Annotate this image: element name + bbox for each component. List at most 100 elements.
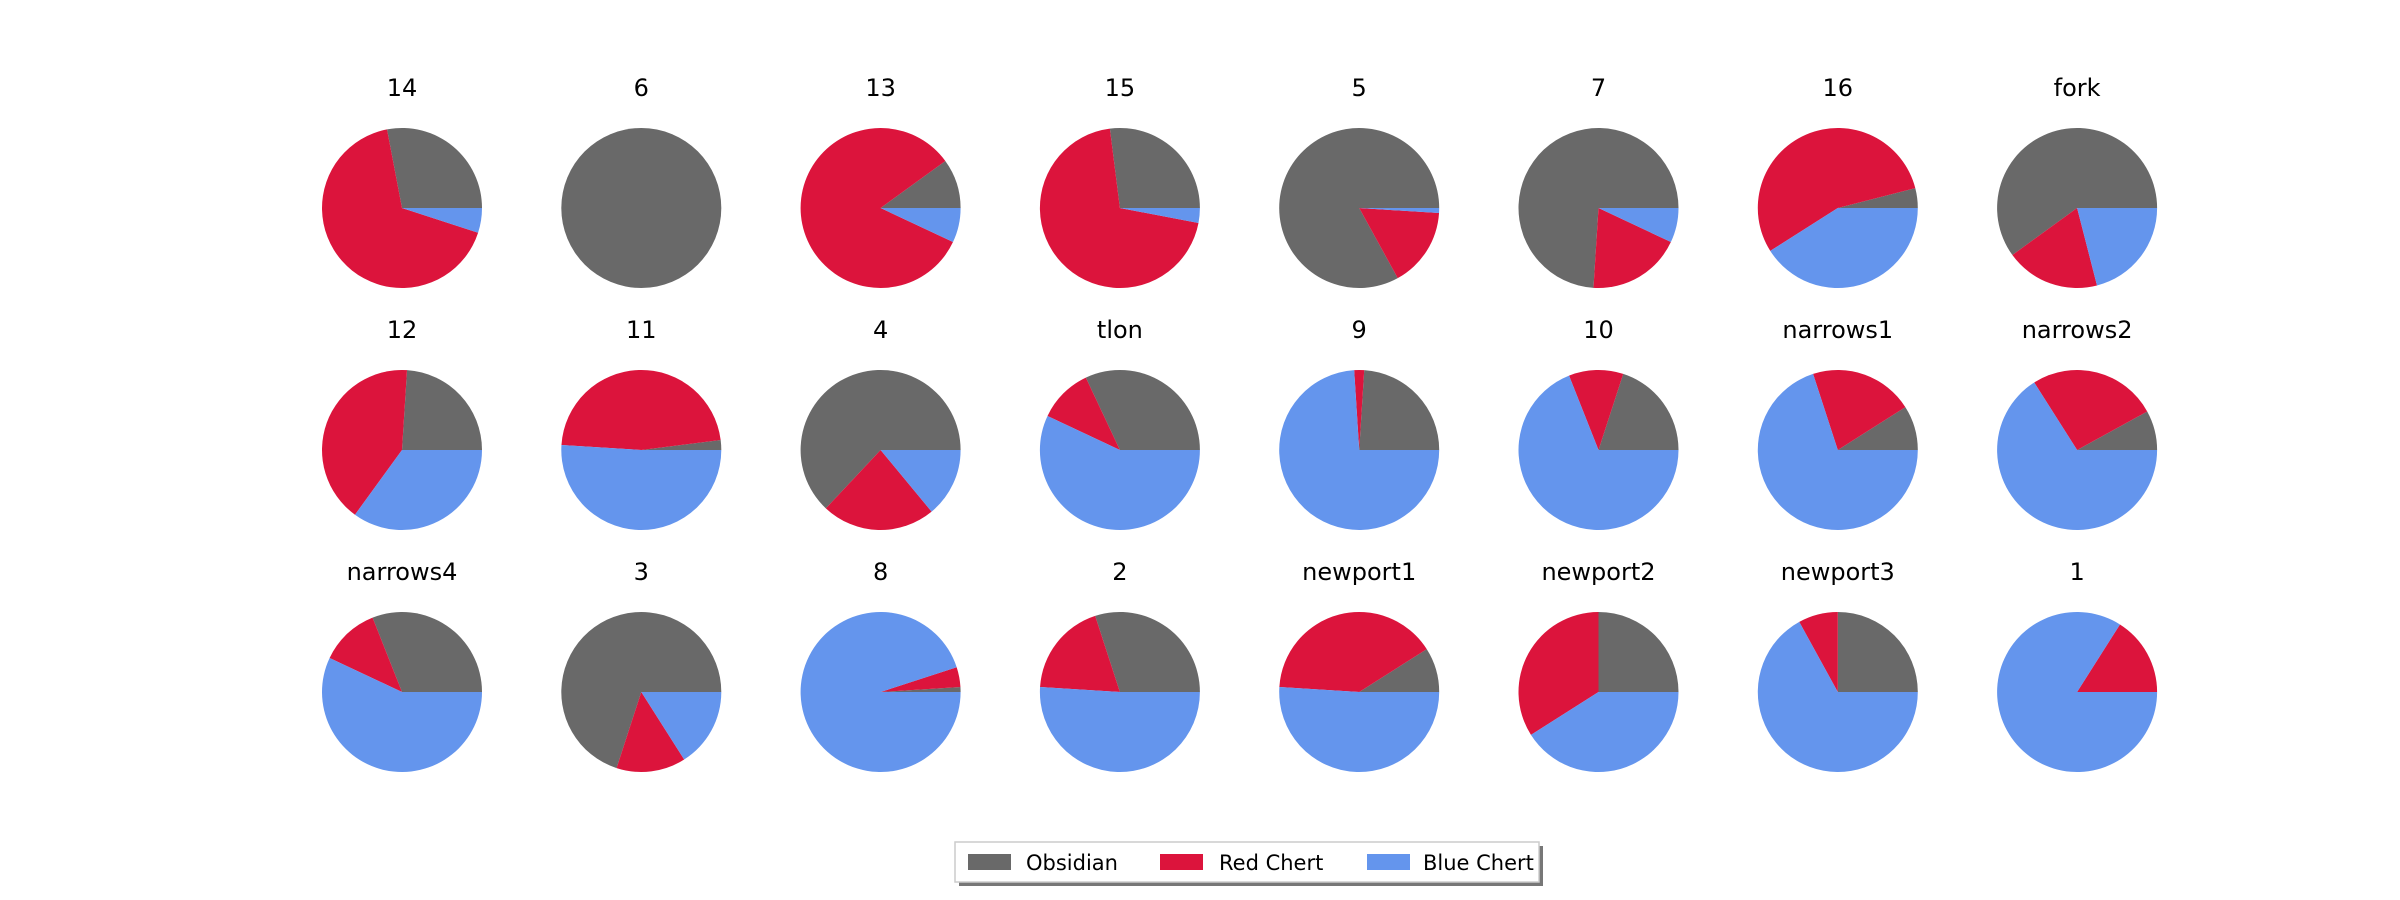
pie-7-slice-blue-chert bbox=[1598, 208, 1679, 243]
legend-swatch-blue-chert bbox=[1367, 854, 1410, 870]
pie-2-slice-obsidian bbox=[1095, 611, 1200, 692]
pie-16-slice-red-chert bbox=[1757, 128, 1916, 251]
pie-title-newport3: newport3 bbox=[1781, 558, 1895, 586]
pie-newport1-slice-blue-chert bbox=[1279, 686, 1440, 773]
pie-newport1: newport1 bbox=[1279, 558, 1440, 773]
pie-8-slice-blue-chert bbox=[800, 612, 961, 772]
pie-newport3-slice-obsidian bbox=[1837, 612, 1918, 692]
pie-title-11: 11 bbox=[626, 316, 657, 344]
pie-15-slice-red-chert bbox=[1039, 128, 1199, 288]
pie-title-tlon: tlon bbox=[1097, 316, 1143, 344]
pie-16-slice-obsidian bbox=[1837, 188, 1918, 208]
pie-10-slice-red-chert bbox=[1569, 370, 1624, 450]
pie-5-slice-obsidian bbox=[1279, 128, 1440, 289]
pie-title-2: 2 bbox=[1112, 558, 1127, 586]
pie-7-slice-obsidian bbox=[1518, 128, 1679, 288]
pie-fork-slice-blue-chert bbox=[2077, 208, 2158, 286]
pie-newport3-slice-red-chert bbox=[1799, 612, 1838, 692]
pie-newport2-slice-red-chert bbox=[1518, 612, 1599, 735]
pie-title-newport1: newport1 bbox=[1302, 558, 1416, 586]
legend: Obsidian Red Chert Blue Chert bbox=[954, 841, 1543, 886]
pie-title-1: 1 bbox=[2069, 558, 2084, 586]
pie-10: 10 bbox=[1518, 316, 1679, 530]
pie-8-slice-red-chert bbox=[880, 667, 961, 692]
pie-fork-slice-obsidian bbox=[1997, 128, 2158, 256]
pie-title-15: 15 bbox=[1105, 74, 1136, 102]
pie-title-narrows1: narrows1 bbox=[1782, 316, 1893, 344]
pie-10-slice-obsidian bbox=[1598, 373, 1679, 450]
pie-newport2-slice-obsidian bbox=[1598, 612, 1679, 692]
pie-title-narrows4: narrows4 bbox=[347, 558, 458, 586]
pie-3-slice-blue-chert bbox=[641, 692, 722, 760]
pie-11-slice-red-chert bbox=[561, 370, 721, 450]
pie-9-slice-blue-chert bbox=[1279, 370, 1440, 530]
pie-title-5: 5 bbox=[1352, 74, 1367, 102]
pie-5: 5 bbox=[1279, 74, 1440, 289]
pie-9-slice-red-chert bbox=[1354, 370, 1365, 450]
pie-title-14: 14 bbox=[387, 74, 418, 102]
pie-11-slice-obsidian bbox=[641, 439, 722, 450]
pie-tlon-slice-obsidian bbox=[1085, 369, 1200, 450]
pie-tlon-slice-blue-chert bbox=[1039, 415, 1200, 530]
pie-title-4: 4 bbox=[873, 316, 888, 344]
pie-newport2: newport2 bbox=[1518, 558, 1679, 772]
pie-newport3: newport3 bbox=[1757, 558, 1918, 772]
pie-narrows1-slice-obsidian bbox=[1837, 407, 1918, 450]
pie-14: 14 bbox=[321, 74, 482, 288]
legend-label-red-chert: Red Chert bbox=[1219, 851, 1323, 875]
pie-3-slice-obsidian bbox=[561, 612, 722, 769]
pie-1-slice-red-chert bbox=[2077, 624, 2158, 692]
pie-15-slice-blue-chert bbox=[1119, 208, 1200, 223]
pie-12-slice-obsidian bbox=[402, 370, 482, 450]
pie-2-slice-blue-chert bbox=[1039, 686, 1200, 772]
pie-narrows1: narrows1 bbox=[1757, 316, 1918, 530]
pie-14-slice-blue-chert bbox=[402, 208, 482, 233]
pie-title-7: 7 bbox=[1591, 74, 1606, 102]
pie-title-6: 6 bbox=[634, 74, 649, 102]
pie-6-slice-obsidian bbox=[561, 128, 722, 288]
pie-4-slice-blue-chert bbox=[880, 450, 961, 512]
pie-9-slice-obsidian bbox=[1359, 370, 1440, 450]
pie-title-fork: fork bbox=[2054, 74, 2101, 102]
pie-newport3-slice-blue-chert bbox=[1757, 621, 1918, 772]
legend-swatch-obsidian bbox=[968, 854, 1011, 870]
pie-13-slice-blue-chert bbox=[880, 208, 961, 243]
pie-5-slice-blue-chert bbox=[1359, 208, 1440, 214]
pie-narrows2: narrows2 bbox=[1997, 316, 2158, 530]
pie-13-slice-obsidian bbox=[880, 160, 961, 208]
pie-8-slice-obsidian bbox=[880, 686, 961, 692]
pie-15-slice-obsidian bbox=[1109, 128, 1200, 208]
pie-5-slice-red-chert bbox=[1359, 208, 1440, 279]
pie-narrows4-slice-red-chert bbox=[329, 617, 402, 692]
pie-fork: fork bbox=[1997, 74, 2158, 288]
pie-4: 4 bbox=[800, 316, 961, 530]
legend-label-obsidian: Obsidian bbox=[1026, 851, 1118, 875]
legend-frame bbox=[954, 841, 1540, 883]
pie-title-newport2: newport2 bbox=[1541, 558, 1655, 586]
pie-fork-slice-red-chert bbox=[2012, 208, 2097, 288]
pie-11-slice-blue-chert bbox=[561, 444, 722, 531]
pie-7: 7 bbox=[1518, 74, 1679, 288]
pie-7-slice-red-chert bbox=[1593, 208, 1671, 288]
pie-4-slice-red-chert bbox=[825, 450, 932, 530]
pie-2-slice-red-chert bbox=[1040, 615, 1120, 692]
pie-title-16: 16 bbox=[1823, 74, 1854, 102]
pie-narrows4-slice-blue-chert bbox=[321, 657, 482, 773]
pie-8: 8 bbox=[800, 558, 961, 772]
pie-16-slice-blue-chert bbox=[1770, 208, 1918, 289]
pie-newport1-slice-obsidian bbox=[1359, 649, 1440, 692]
pie-title-12: 12 bbox=[387, 316, 418, 344]
pie-narrows4: narrows4 bbox=[321, 558, 482, 773]
pie-title-10: 10 bbox=[1583, 316, 1614, 344]
pie-narrows2-slice-red-chert bbox=[2034, 370, 2148, 450]
pie-narrows2-slice-blue-chert bbox=[1997, 382, 2158, 530]
pie-10-slice-blue-chert bbox=[1518, 375, 1679, 530]
pie-title-8: 8 bbox=[873, 558, 888, 586]
pie-1: 1 bbox=[1997, 558, 2158, 773]
pie-2: 2 bbox=[1039, 558, 1200, 772]
pie-6: 6 bbox=[561, 74, 722, 288]
pie-12: 12 bbox=[322, 316, 482, 530]
pie-narrows4-slice-obsidian bbox=[372, 611, 482, 692]
pie-tlon: tlon bbox=[1039, 316, 1200, 530]
